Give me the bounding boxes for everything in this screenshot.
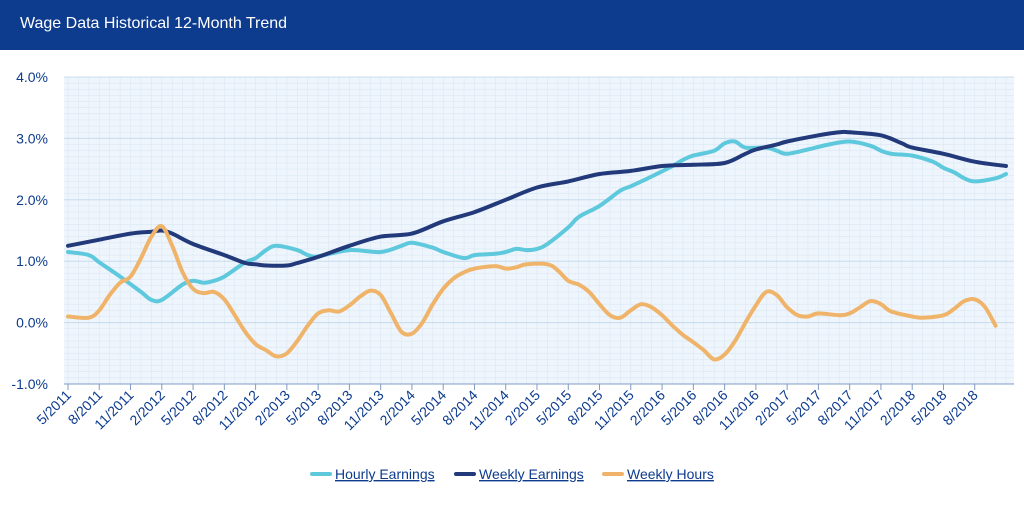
y-tick-label: 2.0% — [16, 192, 48, 208]
y-tick-label: 4.0% — [16, 69, 48, 85]
gridlines — [64, 76, 1014, 385]
y-tick-label: 0.0% — [16, 315, 48, 331]
legend-item-weekly-earnings[interactable]: Weekly Earnings — [454, 466, 584, 482]
series-line-hourly-earnings — [66, 139, 1008, 304]
series-lines — [66, 129, 1008, 362]
series-line-weekly-earnings — [66, 129, 1008, 268]
x-axis: 5/20118/201111/20112/20125/20128/201211/… — [33, 383, 1014, 433]
y-tick-label: 3.0% — [16, 130, 48, 146]
legend-label: Hourly Earnings — [335, 466, 435, 482]
legend-item-hourly-earnings[interactable]: Hourly Earnings — [310, 466, 435, 482]
x-tick-label: 8/2018 — [939, 387, 981, 429]
y-tick-label: -1.0% — [11, 376, 48, 392]
legend-item-weekly-hours[interactable]: Weekly Hours — [602, 466, 714, 482]
header-bar: Wage Data Historical 12-Month Trend — [0, 0, 1024, 50]
x-tick-label: 5/2011 — [33, 387, 74, 428]
legend-label: Weekly Hours — [627, 466, 714, 482]
legend[interactable]: Hourly Earnings Weekly Earnings Weekly Hou… — [310, 466, 714, 482]
page-title: Wage Data Historical 12-Month Trend — [20, 15, 288, 32]
legend-label: Weekly Earnings — [479, 466, 584, 482]
series-line-weekly-hours — [66, 224, 998, 362]
y-axis: -1.0% 0.0% 1.0% 2.0% 3.0% 4.0% — [11, 69, 48, 392]
y-tick-label: 1.0% — [16, 253, 48, 269]
